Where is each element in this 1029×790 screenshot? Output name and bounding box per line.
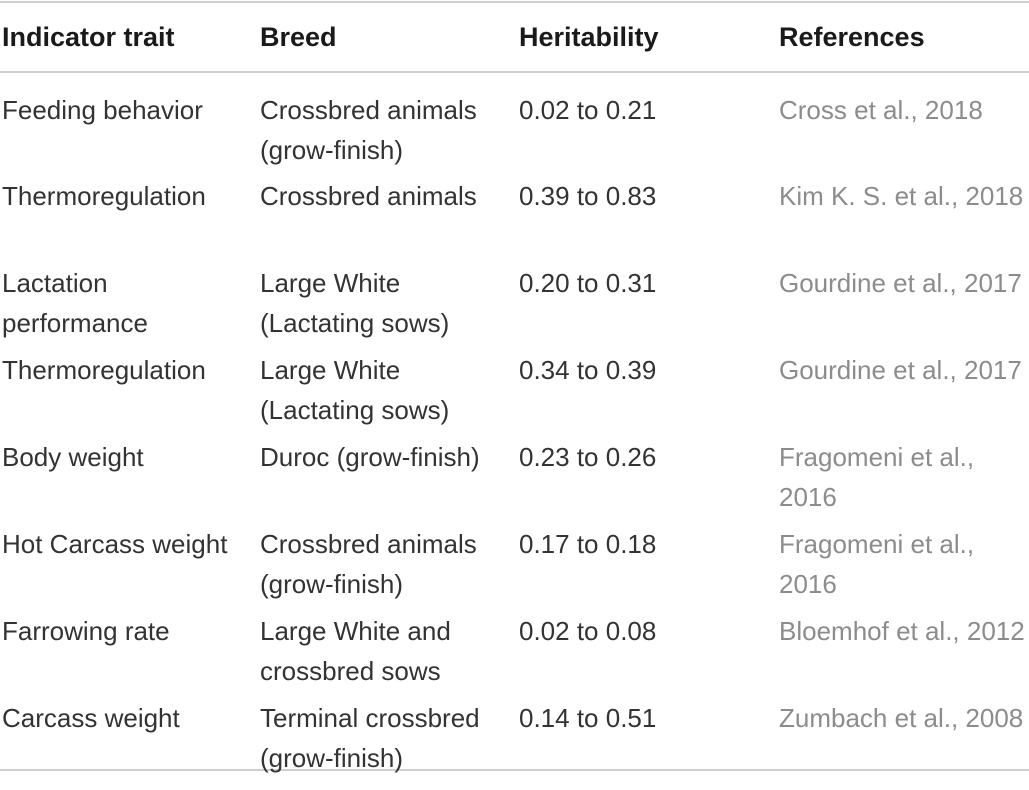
table-row: Thermoregulation Large White (Lactating … [0, 334, 1029, 425]
header-breed: Breed [260, 21, 337, 52]
cell-breed: Crossbred animals (grow-finish) [260, 95, 477, 165]
cell-trait: Feeding behavior [2, 95, 203, 125]
data-table: Indicator trait Breed Heritability Refer… [0, 1, 1029, 773]
cell-trait: Lactation performance [2, 268, 148, 338]
cell-heritability: 0.02 to 0.21 [519, 95, 657, 125]
cell-breed: Terminal crossbred (grow-finish) [260, 703, 480, 773]
table-top-rule [0, 1, 1029, 3]
cell-reference: Fragomeni et al., 2016 [779, 442, 975, 512]
cell-trait: Body weight [2, 442, 144, 472]
cell-heritability: 0.17 to 0.18 [519, 529, 657, 559]
header-indicator-trait: Indicator trait [2, 21, 175, 52]
table-header-row: Indicator trait Breed Heritability Refer… [0, 3, 1029, 71]
table-row: Hot Carcass weight Crossbred animals (gr… [0, 508, 1029, 599]
cell-heritability: 0.20 to 0.31 [519, 268, 657, 298]
table-bottom-rule [0, 769, 1029, 771]
cell-heritability: 0.02 to 0.08 [519, 616, 657, 646]
table-row: Body weight Duroc (grow-finish) 0.23 to … [0, 421, 1029, 512]
cell-trait: Thermoregulation [2, 355, 206, 385]
cell-breed: Crossbred animals (grow-finish) [260, 529, 477, 599]
header-references: References [779, 21, 925, 52]
cell-reference: Zumbach et al., 2008 [779, 703, 1024, 733]
cell-trait: Thermoregulation [2, 181, 206, 211]
cell-trait: Hot Carcass weight [2, 529, 228, 559]
cell-heritability: 0.39 to 0.83 [519, 181, 657, 211]
header-heritability: Heritability [519, 21, 659, 52]
cell-heritability: 0.14 to 0.51 [519, 703, 657, 733]
table-row: Lactation performance Large White (Lacta… [0, 247, 1029, 338]
table-body: Feeding behavior Crossbred animals (grow… [0, 73, 1029, 773]
table-header-rule [0, 71, 1029, 73]
cell-reference: Gourdine et al., 2017 [779, 268, 1022, 298]
cell-reference: Cross et al., 2018 [779, 95, 983, 125]
cell-breed: Large White (Lactating sows) [260, 355, 450, 425]
cell-heritability: 0.34 to 0.39 [519, 355, 657, 385]
table-row: Carcass weight Terminal crossbred (grow-… [0, 682, 1029, 773]
table-row: Feeding behavior Crossbred animals (grow… [0, 73, 1029, 165]
cell-trait: Carcass weight [2, 703, 180, 733]
cell-reference: Kim K. S. et al., 2018 [779, 181, 1024, 211]
table-row: Thermoregulation Crossbred animals 0.39 … [0, 160, 1029, 247]
cell-breed: Large White (Lactating sows) [260, 268, 450, 338]
table-row: Farrowing rate Large White and crossbred… [0, 595, 1029, 686]
cell-breed: Crossbred animals [260, 181, 477, 211]
cell-reference: Fragomeni et al., 2016 [779, 529, 975, 599]
cell-breed: Duroc (grow-finish) [260, 442, 480, 472]
cell-reference: Gourdine et al., 2017 [779, 355, 1022, 385]
cell-heritability: 0.23 to 0.26 [519, 442, 657, 472]
cell-breed: Large White and crossbred sows [260, 616, 451, 686]
cell-reference: Bloemhof et al., 2012 [779, 616, 1025, 646]
cell-trait: Farrowing rate [2, 616, 170, 646]
